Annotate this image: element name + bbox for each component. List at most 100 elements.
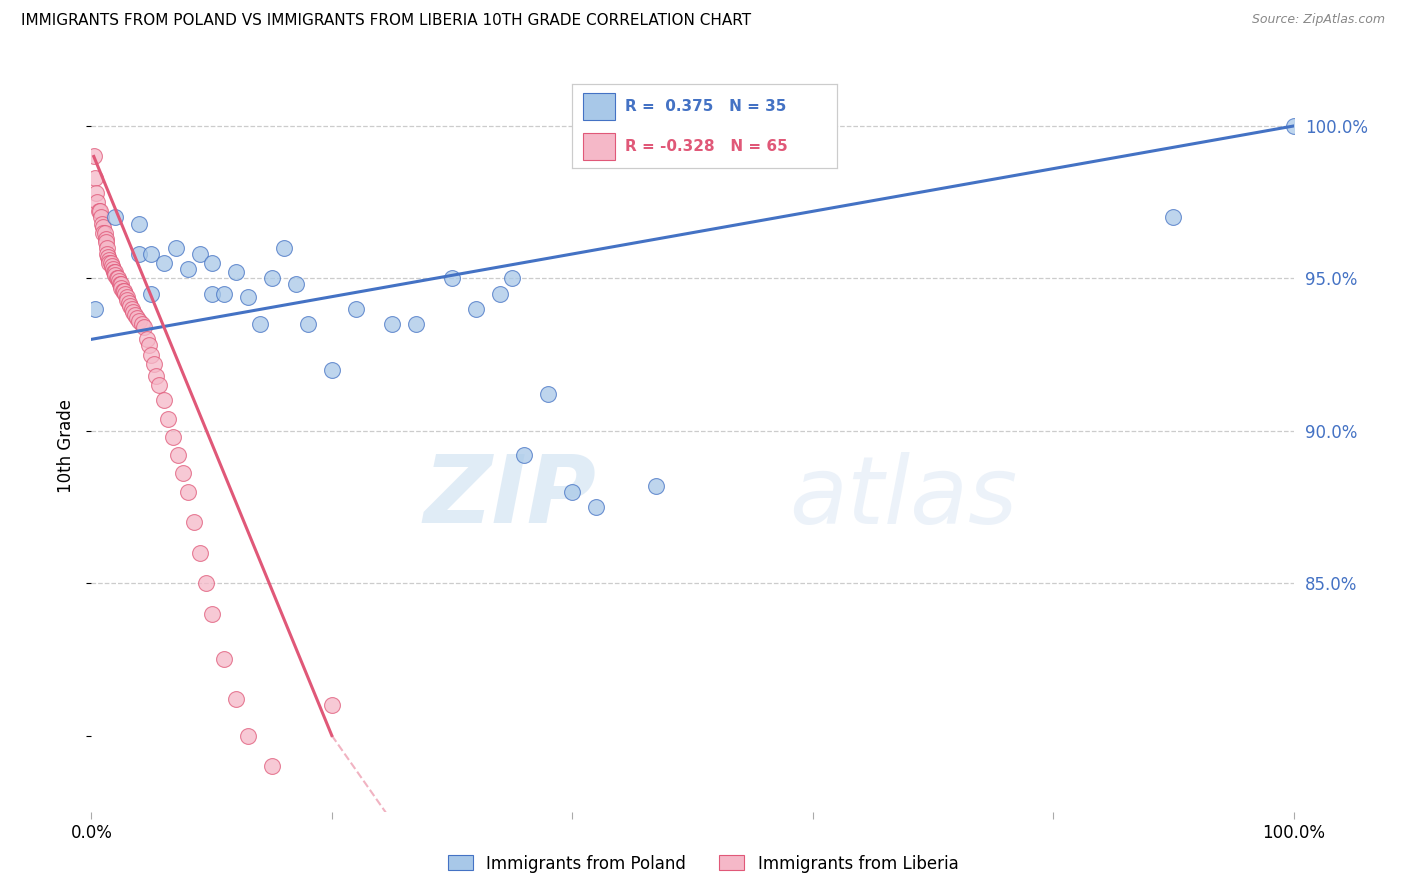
Point [321, 363, 343, 377]
Point [94, 232, 117, 246]
Point [201, 286, 224, 301]
Point [152, 256, 174, 270]
Point [89, 204, 111, 219]
Point [465, 301, 488, 316]
Point [134, 320, 156, 334]
Point [489, 286, 512, 301]
Point [93, 226, 115, 240]
Point [162, 430, 184, 444]
Point [100, 256, 122, 270]
Point [157, 411, 180, 425]
Point [96, 247, 118, 261]
Point [117, 290, 139, 304]
Point [165, 241, 187, 255]
Point [172, 467, 194, 481]
Point [90, 211, 112, 225]
Point [93, 219, 115, 234]
Point [142, 357, 165, 371]
Point [188, 546, 211, 560]
Point [381, 317, 404, 331]
Point [585, 500, 607, 514]
Point [176, 262, 198, 277]
Point [84, 186, 107, 200]
Point [1282, 119, 1305, 133]
Point [141, 286, 163, 301]
Point [83, 149, 105, 163]
Text: IMMIGRANTS FROM POLAND VS IMMIGRANTS FROM LIBERIA 10TH GRADE CORRELATION CHART: IMMIGRANTS FROM POLAND VS IMMIGRANTS FRO… [21, 13, 751, 29]
Text: atlas: atlas [789, 451, 1017, 542]
Point [128, 314, 150, 328]
Point [201, 607, 224, 621]
Point [98, 256, 121, 270]
Point [84, 301, 107, 316]
Point [118, 299, 141, 313]
Point [107, 271, 129, 285]
Point [128, 217, 150, 231]
Point [110, 277, 132, 292]
Point [260, 759, 283, 773]
Point [152, 393, 174, 408]
Point [249, 317, 271, 331]
Point [225, 692, 247, 706]
Point [273, 241, 295, 255]
Point [94, 235, 117, 249]
Point [97, 250, 120, 264]
Point [104, 265, 127, 279]
Point [148, 378, 170, 392]
Point [118, 295, 141, 310]
Point [141, 247, 163, 261]
Point [114, 286, 136, 301]
Point [537, 387, 560, 401]
Point [122, 305, 145, 319]
Point [138, 338, 160, 352]
Point [645, 478, 668, 492]
Point [201, 256, 224, 270]
Point [225, 265, 247, 279]
Point [101, 259, 124, 273]
Point [121, 301, 143, 316]
Point [141, 347, 163, 361]
Point [176, 484, 198, 499]
Text: ZIP: ZIP [423, 451, 596, 543]
Point [501, 271, 523, 285]
Y-axis label: 10th Grade: 10th Grade [58, 399, 76, 493]
Point [117, 293, 139, 307]
Point [110, 280, 132, 294]
Point [145, 368, 167, 383]
Point [125, 310, 148, 325]
Point [112, 284, 135, 298]
Point [297, 317, 319, 331]
Point [212, 286, 235, 301]
Point [104, 268, 127, 283]
Legend: Immigrants from Poland, Immigrants from Liberia: Immigrants from Poland, Immigrants from … [441, 848, 965, 880]
Point [111, 284, 134, 298]
Point [93, 226, 115, 240]
Point [104, 211, 127, 225]
Point [124, 308, 146, 322]
Point [110, 277, 132, 292]
Point [183, 515, 205, 529]
Point [135, 332, 157, 346]
Point [96, 241, 118, 255]
Point [103, 265, 125, 279]
Point [188, 247, 211, 261]
Point [561, 484, 583, 499]
Point [344, 301, 367, 316]
Point [440, 271, 463, 285]
Point [212, 652, 235, 666]
Point [513, 448, 536, 462]
Point [87, 204, 110, 219]
Point [128, 247, 150, 261]
Point [260, 271, 283, 285]
Point [101, 262, 124, 277]
Point [236, 290, 259, 304]
Point [194, 576, 217, 591]
Point [167, 448, 190, 462]
Point [98, 253, 121, 268]
Point [91, 217, 114, 231]
Point [131, 317, 153, 331]
Point [321, 698, 343, 712]
Point [108, 274, 131, 288]
Text: Source: ZipAtlas.com: Source: ZipAtlas.com [1251, 13, 1385, 27]
Point [105, 271, 128, 285]
